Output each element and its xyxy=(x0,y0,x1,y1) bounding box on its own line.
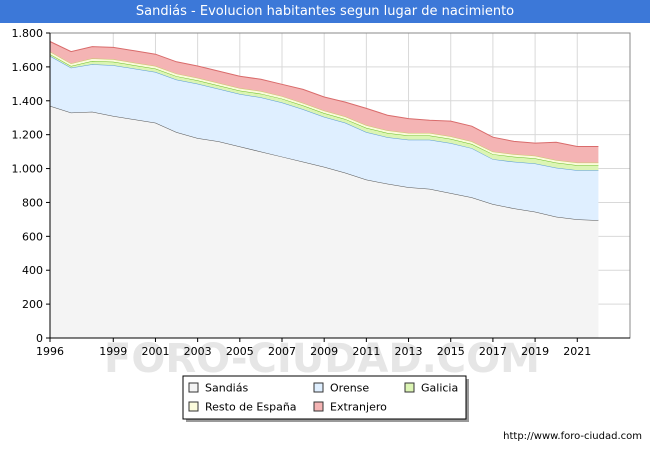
y-tick-label: 0 xyxy=(36,332,43,345)
x-tick-label: 2009 xyxy=(310,345,338,358)
legend-label: Extranjero xyxy=(330,401,387,414)
legend-swatch xyxy=(313,382,324,393)
x-tick-label: 1999 xyxy=(99,345,127,358)
x-tick-label: 2003 xyxy=(184,345,212,358)
watermark: FORO-CIUDAD.COM xyxy=(104,336,540,382)
y-tick-label: 400 xyxy=(22,264,43,277)
y-tick-label: 1.000 xyxy=(12,163,44,176)
area-series-4 xyxy=(50,41,599,163)
y-tick-label: 200 xyxy=(22,298,43,311)
legend-label: Galicia xyxy=(421,382,458,395)
y-tick-label: 1.800 xyxy=(12,27,44,40)
y-tick-label: 600 xyxy=(22,230,43,243)
chart-title: Sandiás - Evolucion habitantes segun lug… xyxy=(0,0,650,23)
x-tick-label: 2017 xyxy=(479,345,507,358)
x-tick-label: 2021 xyxy=(563,345,591,358)
legend-swatch xyxy=(313,401,324,412)
y-tick-label: 1.600 xyxy=(12,61,44,74)
area-series-0 xyxy=(50,105,599,339)
y-tick-label: 1.400 xyxy=(12,95,44,108)
x-tick-label: 2011 xyxy=(352,345,380,358)
y-tick-label: 1.200 xyxy=(12,129,44,142)
y-tick-label: 800 xyxy=(22,196,43,209)
legend-swatch xyxy=(188,382,199,393)
legend-label: Orense xyxy=(330,382,369,395)
x-tick-label: 2007 xyxy=(268,345,296,358)
legend-swatch xyxy=(404,382,415,393)
series-line-4 xyxy=(49,41,599,147)
x-tick-label: 2013 xyxy=(395,345,423,358)
x-tick-label: 1996 xyxy=(36,345,64,358)
x-tick-label: 2001 xyxy=(141,345,169,358)
legend-label: Sandiás xyxy=(205,382,248,395)
legend-swatch xyxy=(188,401,199,412)
x-tick-label: 2005 xyxy=(226,345,254,358)
source-credit: http://www.foro-ciudad.com xyxy=(503,431,642,442)
area-series-1 xyxy=(50,55,599,221)
x-tick-label: 2015 xyxy=(437,345,465,358)
legend-label: Resto de España xyxy=(205,401,297,414)
x-tick-label: 2019 xyxy=(521,345,549,358)
legend-box xyxy=(182,375,467,420)
